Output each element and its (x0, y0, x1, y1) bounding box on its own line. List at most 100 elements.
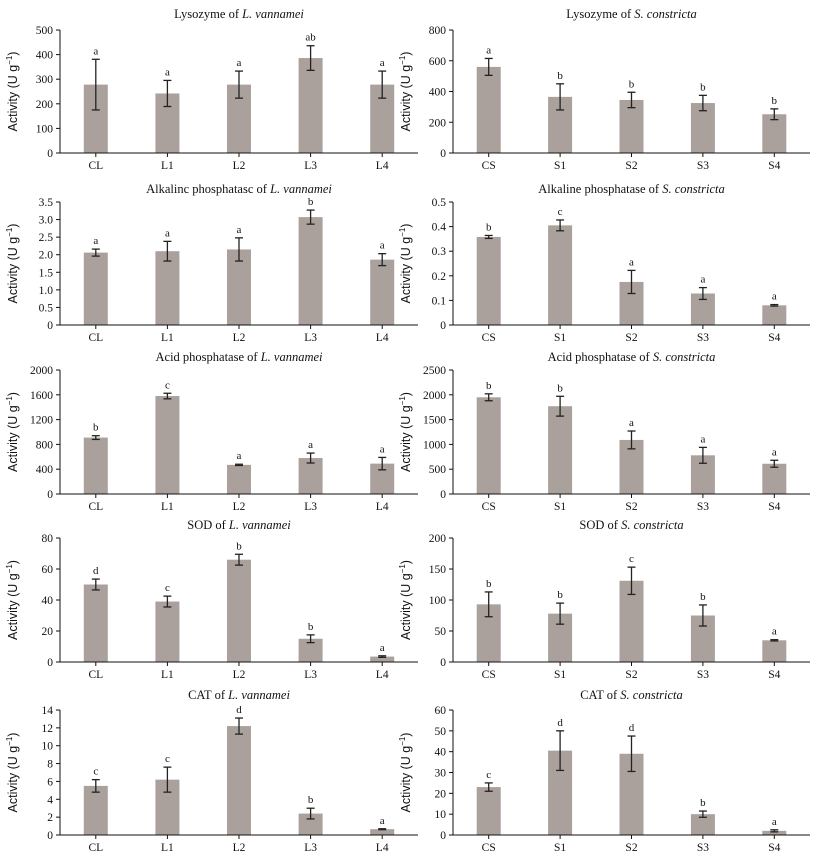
y-tick-label: 2.0 (39, 250, 54, 262)
significance-letter: b (486, 221, 492, 233)
y-axis-label: Activity (U g−1) (398, 392, 413, 472)
y-tick-label: 80 (42, 533, 54, 545)
y-axis-label-close: ) (399, 224, 413, 228)
x-tick-label: S3 (697, 669, 709, 681)
x-tick-label: L1 (161, 332, 174, 344)
x-tick-label: L4 (376, 842, 389, 854)
chart-title-species: L. vannamei (241, 7, 304, 21)
bar-L4 (370, 829, 395, 835)
significance-letter: ab (305, 32, 316, 44)
y-axis-label: Activity (U g−1) (398, 52, 413, 132)
y-tick-label: 50 (435, 626, 447, 638)
y-tick-label: 40 (435, 747, 447, 759)
y-tick-label: 8 (47, 759, 53, 771)
significance-letter: a (700, 433, 705, 445)
y-axis-label: Activity (U g−1) (5, 560, 20, 640)
bar-S1 (548, 225, 573, 325)
significance-letter: a (380, 815, 385, 827)
x-tick-label: CS (482, 332, 496, 344)
y-tick-label: 0 (440, 657, 446, 669)
x-tick-label: L2 (233, 669, 246, 681)
significance-letter: a (772, 291, 777, 303)
y-tick-label: 2 (47, 812, 53, 824)
y-axis-label-text: Activity (U g (399, 65, 413, 132)
y-axis-label-text: Activity (U g (6, 65, 20, 132)
chart-panel-4: Alkaline phosphatase of S. constricta Act… (398, 182, 810, 344)
chart-title: Acid phosphatase of L. vannamei (156, 350, 324, 364)
significance-letter: a (380, 443, 385, 455)
y-axis-label-text: Activity (U g (6, 746, 20, 813)
bar-L3 (298, 813, 323, 835)
significance-letter: c (629, 553, 634, 565)
significance-letter: c (165, 379, 170, 391)
y-tick-label: 200 (36, 99, 54, 111)
y-tick-label: 800 (429, 25, 447, 37)
x-tick-label: S1 (554, 669, 566, 681)
chart-title-prefix: CAT of (580, 688, 620, 702)
significance-letter: b (236, 540, 242, 552)
significance-letter: c (165, 753, 170, 765)
y-tick-label: 10 (42, 741, 54, 753)
y-tick-label: 1000 (423, 439, 446, 451)
y-tick-label: 3.0 (39, 215, 54, 227)
x-tick-label: S3 (697, 160, 709, 172)
y-axis-label: Activity (U g−1) (5, 52, 20, 132)
y-tick-label: 20 (435, 788, 447, 800)
x-tick-label: S1 (554, 160, 566, 172)
x-tick-label: S4 (768, 160, 780, 172)
x-tick-label: CL (88, 669, 103, 681)
significance-letter: a (486, 44, 491, 56)
y-axis-label-close: ) (399, 560, 413, 564)
y-axis-label-text: Activity (U g (399, 405, 413, 472)
chart-title: SOD of L. vannamei (187, 518, 291, 532)
y-axis-label-close: ) (6, 224, 20, 228)
x-tick-label: L3 (304, 160, 317, 172)
y-tick-label: 150 (429, 564, 447, 576)
bar-L3 (298, 58, 323, 153)
y-tick-label: 2.5 (39, 232, 54, 244)
bar-L2 (227, 726, 251, 835)
y-axis-label: Activity (U g−1) (398, 560, 413, 640)
significance-letter: d (557, 717, 563, 729)
x-tick-label: S1 (554, 501, 566, 513)
y-axis-label-close: ) (399, 52, 413, 56)
y-tick-label: 12 (42, 723, 54, 735)
y-tick-label: 40 (42, 595, 54, 607)
significance-letter: a (237, 450, 242, 462)
y-axis-label-exponent: −1 (5, 227, 14, 237)
y-tick-label: 800 (36, 439, 54, 451)
bar-S3 (690, 814, 715, 835)
chart-title: SOD of S. constricta (579, 518, 683, 532)
chart-title-species: S. constricta (620, 688, 683, 702)
y-axis-label: Activity (U g−1) (398, 733, 413, 813)
y-tick-label: 1.5 (39, 267, 54, 279)
y-tick-label: 2500 (423, 365, 446, 377)
y-axis-label: Activity (U g−1) (398, 224, 413, 304)
chart-panel-10: CAT of S. constricta Activity (U g−1) 0 10 2… (398, 688, 810, 854)
chart-title-prefix: Acid phosphatase of (548, 350, 653, 364)
bar-L4 (370, 656, 395, 662)
significance-letter: a (380, 642, 385, 654)
significance-letter: b (700, 591, 706, 603)
chart-title-species: L. vannamei (227, 688, 290, 702)
y-tick-label: 300 (36, 74, 54, 86)
significance-letter: a (772, 816, 777, 828)
bar-L2 (227, 559, 251, 662)
y-axis-label-text: Activity (U g (6, 237, 20, 304)
y-axis-label-close: ) (6, 560, 20, 564)
x-tick-label: S2 (625, 160, 637, 172)
y-axis-label: Activity (U g−1) (5, 224, 20, 304)
x-tick-label: CL (88, 842, 103, 854)
x-tick-label: L3 (304, 332, 317, 344)
x-tick-label: S2 (625, 501, 637, 513)
chart-title-species: S. constricta (621, 518, 684, 532)
significance-letter: c (165, 582, 170, 594)
bar-CL (83, 437, 108, 494)
y-tick-label: 2000 (30, 365, 53, 377)
significance-letter: b (308, 621, 314, 633)
significance-letter: a (380, 240, 385, 252)
chart-panel-2: Lysozyme of S. constricta Activity (U g−1… (398, 7, 810, 172)
bar-L1 (155, 601, 180, 662)
